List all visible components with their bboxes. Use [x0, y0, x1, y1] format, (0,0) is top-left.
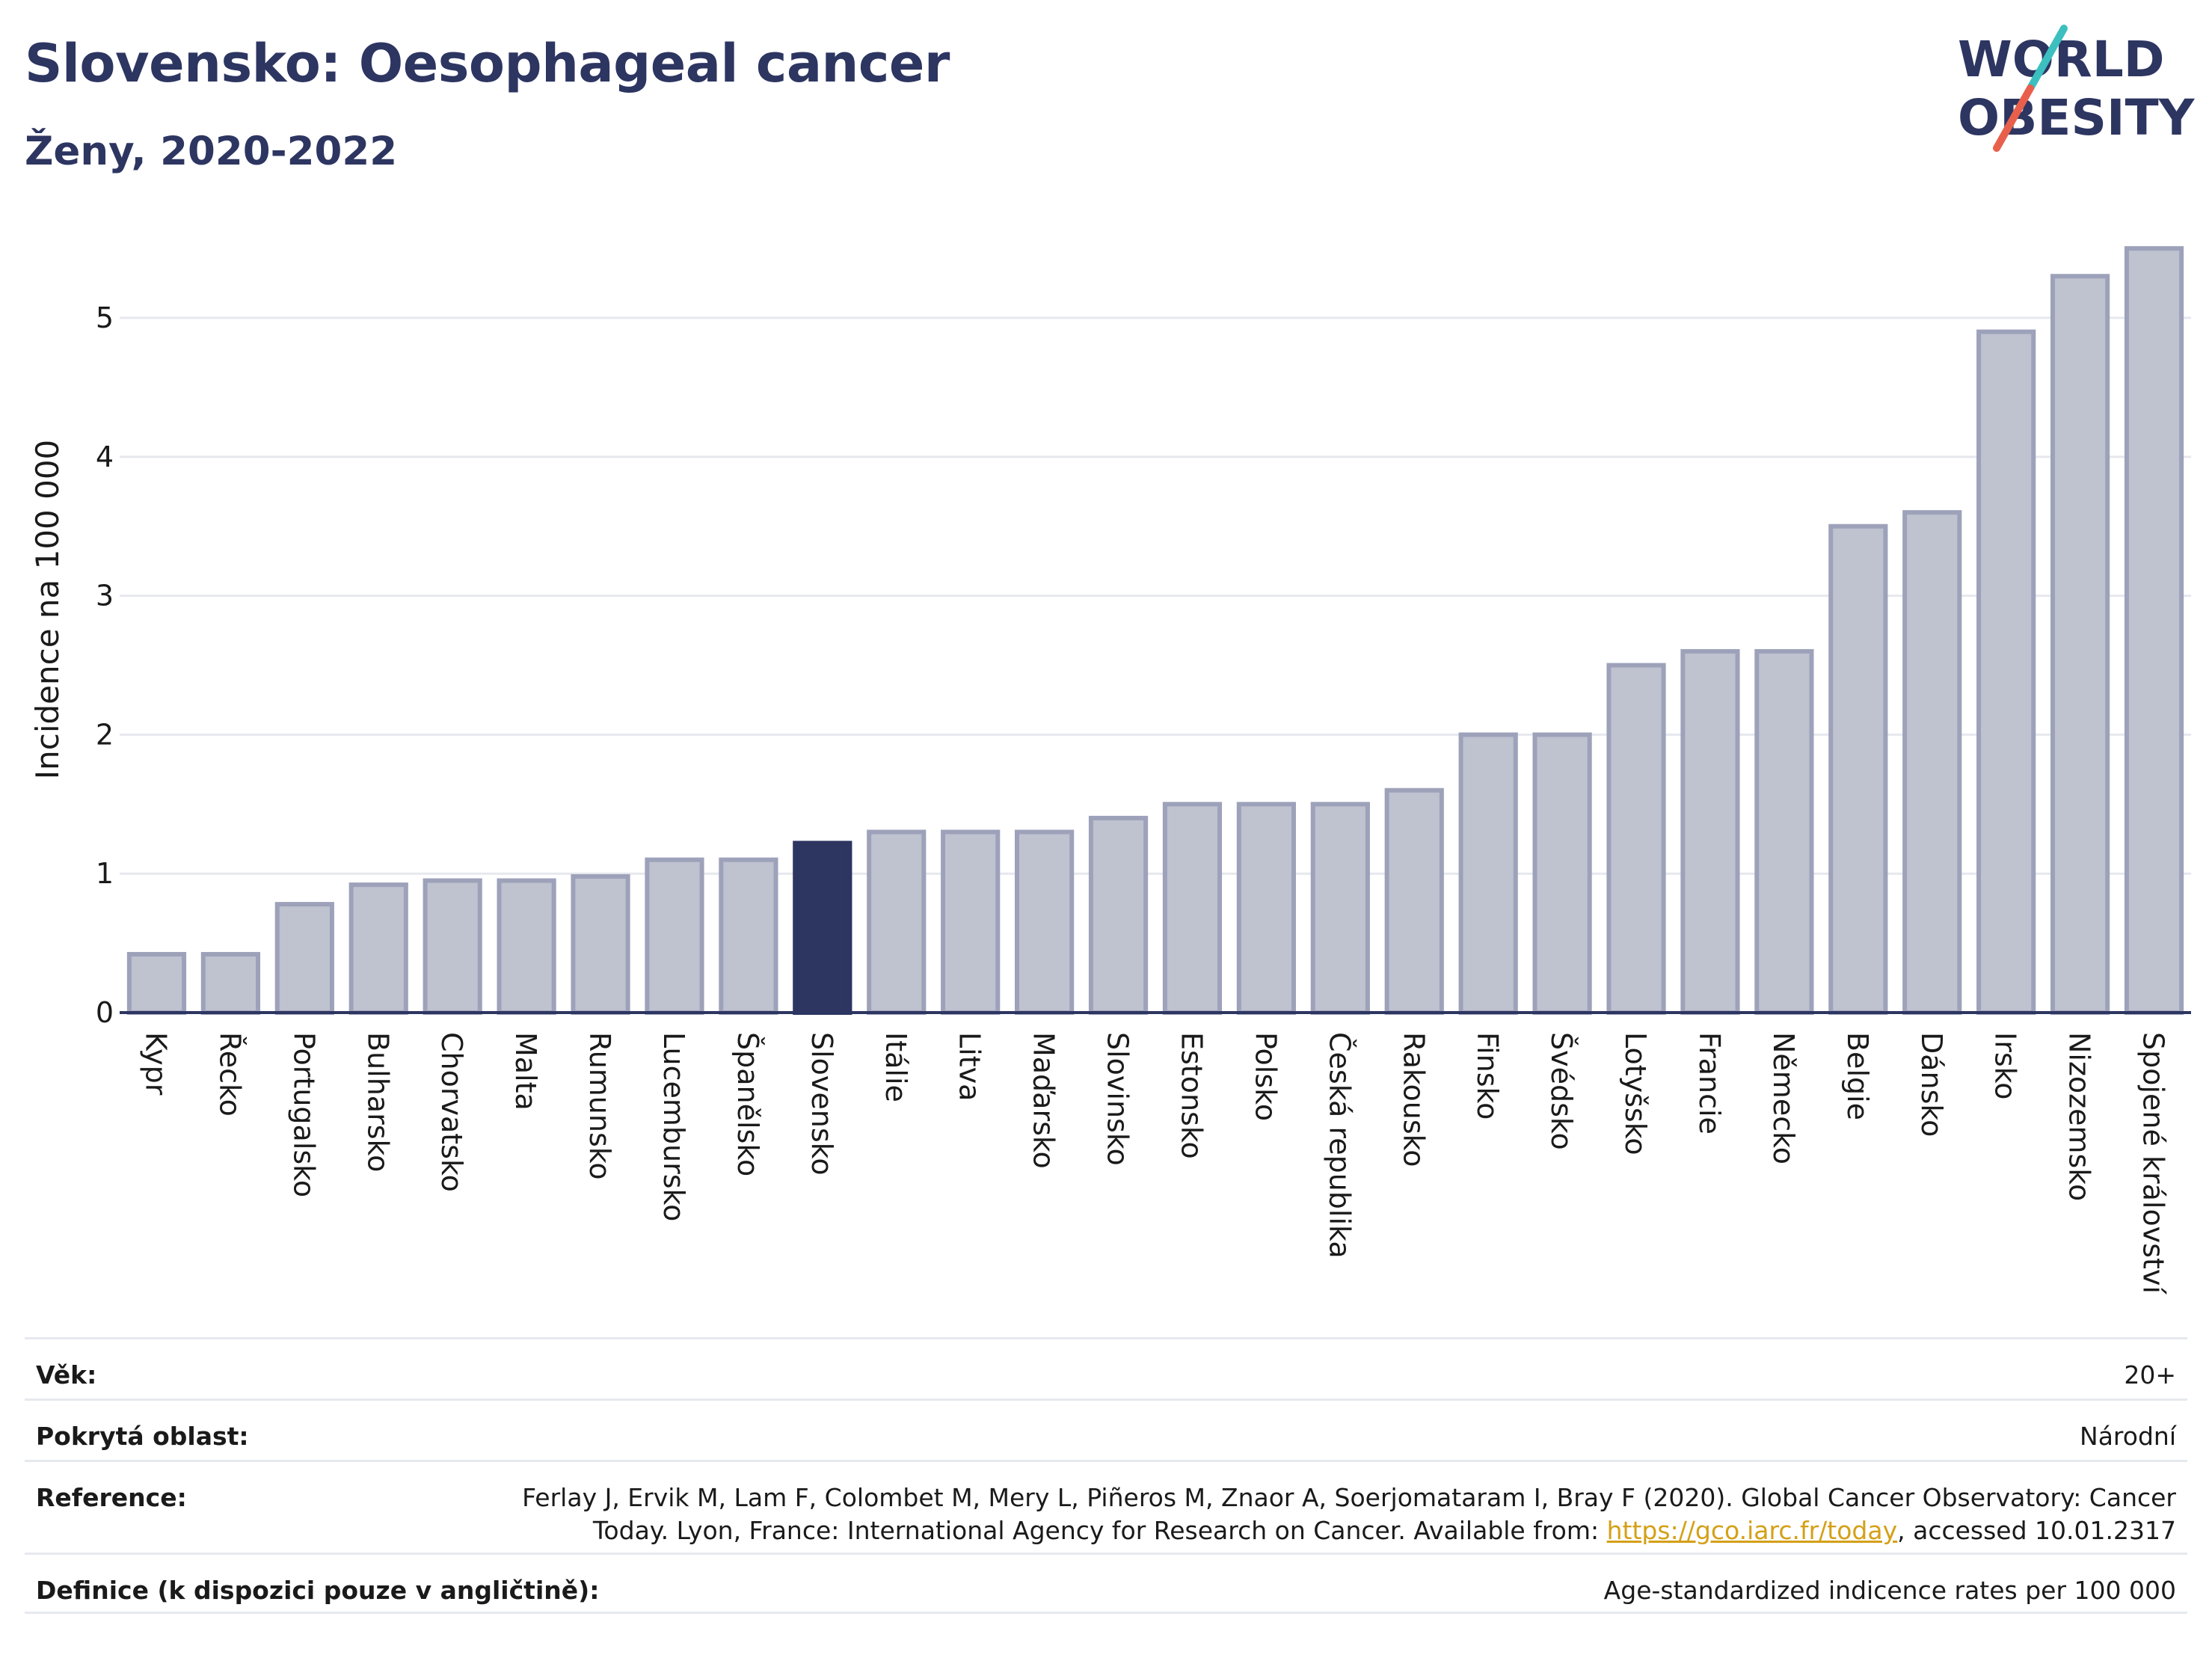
age-label: Věk:	[36, 1360, 97, 1390]
bar-4	[423, 878, 482, 1015]
bar-6	[571, 873, 630, 1015]
x-category-label: Německo	[1767, 1032, 1800, 1164]
bar-1	[200, 951, 260, 1015]
x-category-label: Slovensko	[805, 1032, 838, 1176]
y-tick-label: 4	[96, 440, 114, 473]
x-category-label: Litva	[953, 1032, 986, 1101]
bar-13	[1088, 815, 1149, 1016]
bar-3	[348, 882, 408, 1016]
reference-text-1: Ferlay J, Ervik M, Lam F, Colombet M, Me…	[522, 1483, 2176, 1512]
bar-11	[941, 829, 1001, 1015]
x-category-label: Bulharsko	[361, 1032, 394, 1172]
x-category-label: Chorvatsko	[435, 1032, 468, 1192]
x-category-label: Rakousko	[1397, 1032, 1430, 1167]
x-category-label: Portugalsko	[287, 1032, 320, 1197]
bar-0	[126, 951, 187, 1015]
x-category-label: Slovinsko	[1102, 1032, 1134, 1166]
reference-text-2: Today. Lyon, France: International Agenc…	[592, 1516, 1607, 1545]
x-axis-labels: Kypr Řecko Portugalsko Bulharsko Chorvatsko M…	[139, 1032, 2169, 1295]
x-category-label: Dánsko	[1915, 1032, 1948, 1137]
coverage-value: Národní	[2080, 1422, 2176, 1451]
x-category-label: Maďarsko	[1027, 1032, 1060, 1169]
reference-row: Reference: Ferlay J, Ervik M, Lam F, Col…	[25, 1460, 2187, 1553]
x-category-label: Belgie	[1841, 1032, 1874, 1120]
definition-label: Definice (k dispozici pouze v angličtině…	[36, 1576, 600, 1605]
x-category-label: Lotyšsko	[1619, 1032, 1652, 1155]
age-row: Věk: 20+	[25, 1337, 2187, 1398]
bars	[126, 246, 2184, 1016]
bar-9	[793, 841, 852, 1015]
world-obesity-logo: WORLD OBESITY	[1958, 25, 2196, 152]
x-category-label: Itálie	[879, 1032, 912, 1102]
bar-17	[1384, 787, 1444, 1015]
x-category-label: Nizozemsko	[2063, 1032, 2096, 1201]
coverage-row: Pokrytá oblast: Národní	[25, 1398, 2187, 1460]
definition-row: Definice (k dispozici pouze v angličtině…	[25, 1553, 2187, 1614]
chart-title: Slovensko: Oesophageal cancer	[25, 33, 950, 94]
bar-22	[1754, 648, 1814, 1016]
y-tick-label: 2	[96, 718, 114, 751]
metadata-table: Věk: 20+ Pokrytá oblast: Národní Referen…	[25, 1337, 2187, 1614]
x-category-label: Finsko	[1471, 1032, 1504, 1120]
x-category-label: Španělsko	[731, 1032, 764, 1176]
definition-value: Age-standardized indicence rates per 100…	[1603, 1576, 2176, 1605]
x-category-label: Česká republika	[1323, 1032, 1356, 1259]
x-category-label: Francie	[1693, 1032, 1726, 1134]
x-category-label: Lucembursko	[657, 1032, 690, 1221]
reference-text-3: , accessed 10.01.2317	[1897, 1516, 2176, 1545]
bar-12	[1015, 829, 1075, 1015]
bar-27	[2124, 246, 2184, 1015]
bar-5	[497, 878, 556, 1015]
bar-chart: 0 1 2 3 4 5 Kypr Řecko Portugalsko Bulharsko Chor…	[29, 246, 2191, 1295]
y-tick-label: 0	[96, 996, 114, 1029]
age-value: 20+	[2124, 1360, 2176, 1390]
y-axis-title: Incidence na 100 000	[29, 440, 66, 780]
bar-21	[1680, 648, 1740, 1016]
bar-26	[2050, 274, 2110, 1015]
bar-23	[1828, 523, 1888, 1015]
bar-14	[1162, 802, 1223, 1015]
y-tick-label: 3	[96, 580, 114, 612]
x-category-label: Irsko	[1989, 1032, 2022, 1100]
coverage-label: Pokrytá oblast:	[36, 1422, 249, 1451]
x-category-label: Polsko	[1249, 1032, 1282, 1121]
x-category-label: Kypr	[139, 1032, 172, 1096]
x-category-label: Spojené království	[2137, 1032, 2170, 1295]
bar-25	[1976, 329, 2036, 1015]
bar-20	[1606, 663, 1666, 1015]
x-category-label: Malta	[509, 1032, 542, 1111]
x-category-label: Švédsko	[1545, 1032, 1578, 1150]
chart-subtitle: Ženy, 2020-2022	[25, 129, 398, 174]
reference-label: Reference:	[36, 1483, 187, 1512]
bar-8	[719, 857, 778, 1016]
logo-slash-red	[1993, 85, 2034, 152]
logo-slash-teal	[2027, 25, 2068, 92]
x-category-label: Estonsko	[1175, 1032, 1208, 1159]
bar-7	[645, 857, 704, 1016]
bar-18	[1458, 732, 1518, 1016]
bar-10	[867, 829, 927, 1015]
logo-line-2: OBESITY	[1958, 89, 2196, 147]
reference-link[interactable]: https://gco.iarc.fr/today	[1606, 1516, 1898, 1545]
x-category-label: Rumunsko	[583, 1032, 616, 1180]
y-tick-label: 1	[96, 857, 114, 890]
bar-15	[1236, 802, 1296, 1015]
bar-19	[1532, 732, 1592, 1016]
reference-value: Ferlay J, Ervik M, Lam F, Colombet M, Me…	[522, 1481, 2176, 1547]
y-tick-label: 5	[96, 301, 114, 334]
x-category-label: Řecko	[213, 1032, 246, 1117]
bar-16	[1310, 802, 1370, 1015]
y-axis-ticks: 0 1 2 3 4 5	[96, 301, 114, 1029]
bar-24	[1902, 510, 1962, 1015]
bar-2	[274, 902, 334, 1016]
